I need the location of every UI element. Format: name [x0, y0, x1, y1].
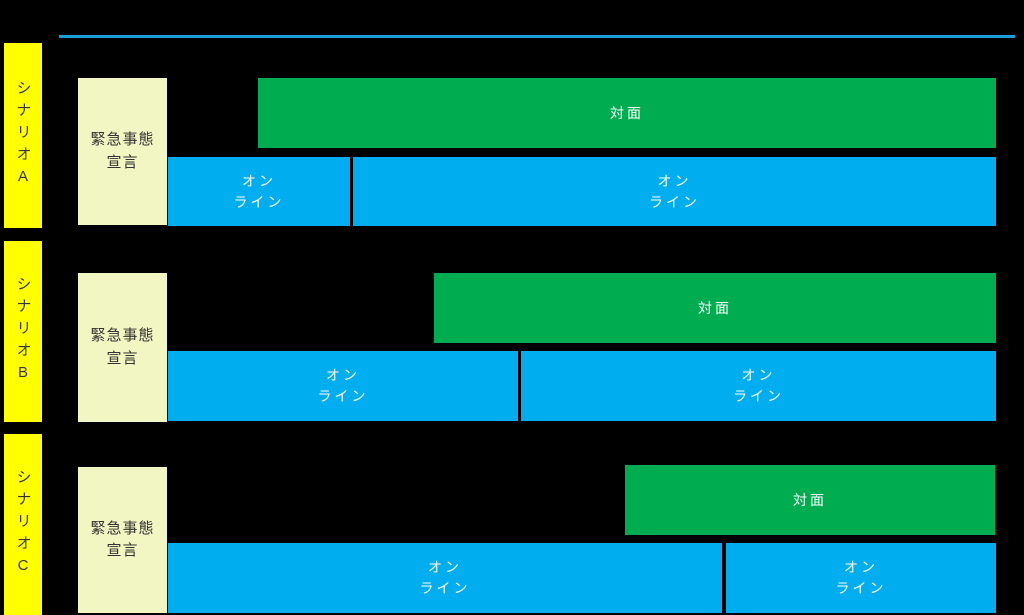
scenario-a-online-bar-2: オン ライン — [353, 157, 996, 226]
scenario-c-online-bar-1: オン ライン — [168, 543, 722, 613]
scenario-b-label: シナリオB — [4, 241, 42, 422]
scenario-a-online-bar-1: オン ライン — [168, 157, 350, 226]
scenario-b-online-bar-1: オン ライン — [168, 351, 518, 421]
scenario-c-label: シナリオC — [4, 434, 42, 615]
timeline-axis-line — [59, 35, 1015, 38]
scenario-b-declaration-box: 緊急事態 宣言 — [78, 273, 167, 422]
scenario-b-online-bar-2: オン ライン — [521, 351, 996, 421]
scenario-a-declaration-box: 緊急事態 宣言 — [78, 78, 167, 225]
scenario-a-face-to-face-bar: 対面 — [258, 78, 996, 148]
scenario-b-face-to-face-bar: 対面 — [434, 273, 996, 343]
scenario-c-declaration-box: 緊急事態 宣言 — [78, 467, 167, 613]
scenario-c-face-to-face-bar: 対面 — [625, 465, 995, 535]
scenario-c-online-bar-2: オン ライン — [726, 543, 996, 613]
scenario-a-label: シナリオA — [4, 43, 42, 228]
